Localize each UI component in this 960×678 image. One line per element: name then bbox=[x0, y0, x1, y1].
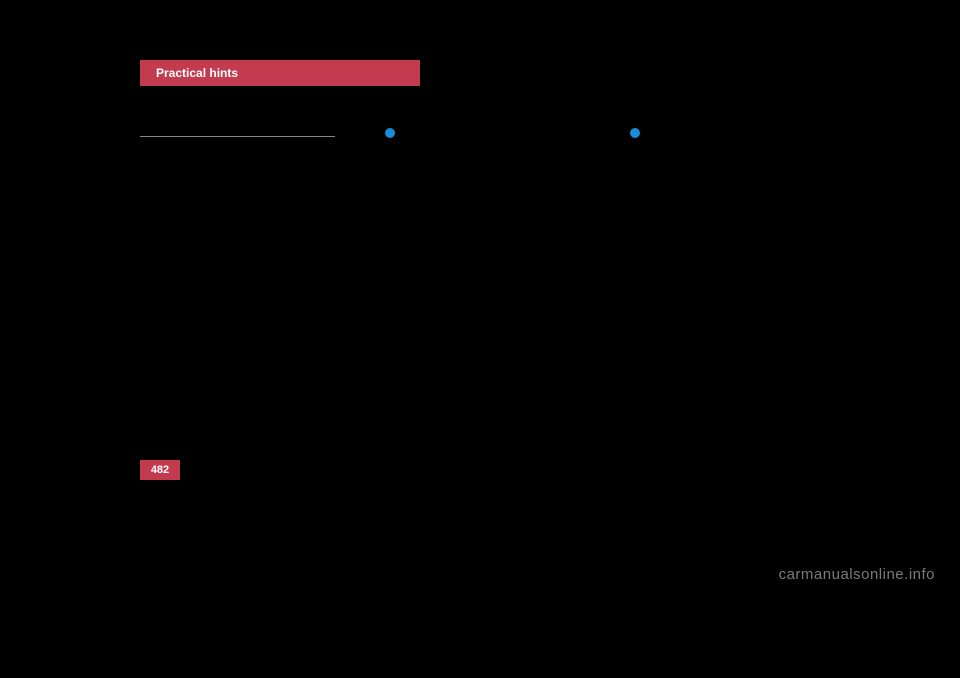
circle-bullet-icon bbox=[630, 128, 640, 138]
circle-bullet-icon bbox=[385, 128, 395, 138]
watermark-text: carmanualsonline.info bbox=[779, 566, 935, 583]
section-header: Practical hints bbox=[140, 60, 420, 86]
page-number-badge: 482 bbox=[140, 460, 180, 480]
column-2 bbox=[385, 126, 585, 138]
bullet-item bbox=[630, 126, 830, 138]
bullet-item bbox=[385, 126, 585, 138]
column-1 bbox=[140, 136, 340, 138]
watermark-label: carmanualsonline.info bbox=[779, 566, 935, 583]
column-3 bbox=[630, 126, 830, 138]
header-title: Practical hints bbox=[156, 66, 238, 80]
column-underline bbox=[140, 136, 335, 137]
page-number: 482 bbox=[151, 464, 169, 476]
content-columns bbox=[140, 126, 840, 138]
